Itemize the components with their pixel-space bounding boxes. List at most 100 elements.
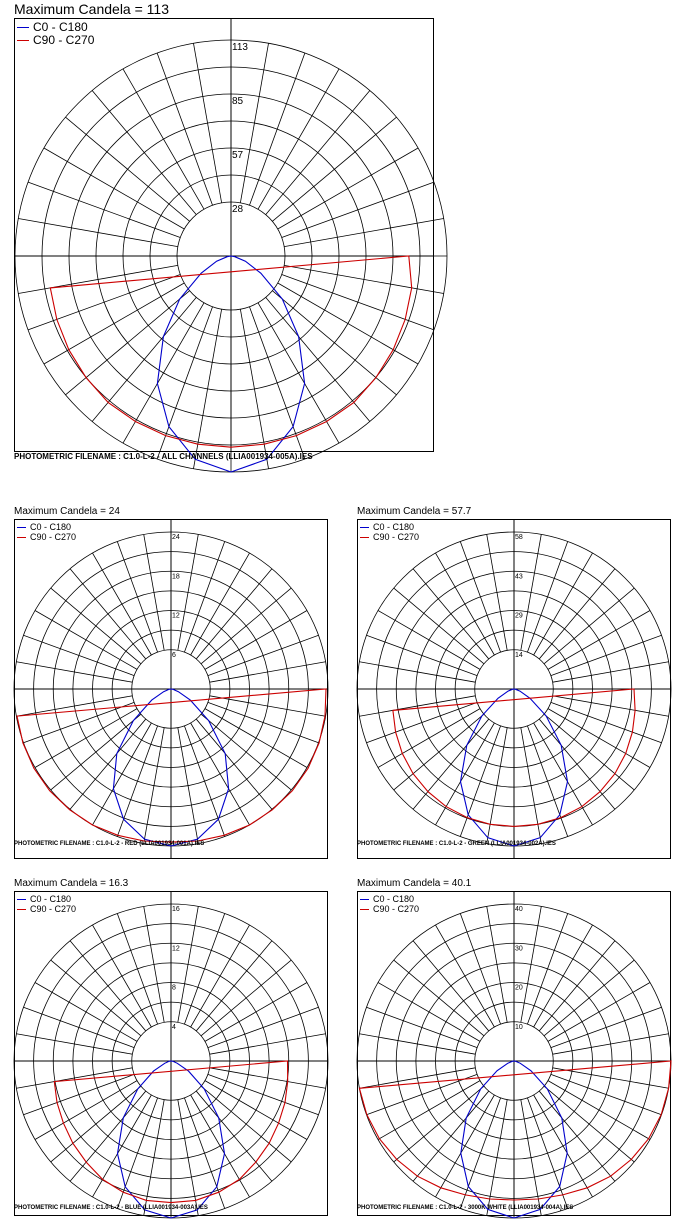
grid-radial-line: [435, 722, 495, 826]
grid-radial-line: [550, 1074, 662, 1116]
tick-label: 28: [232, 204, 244, 215]
grid-radial-line: [543, 959, 635, 1037]
grid-radial-line: [18, 218, 178, 248]
grid-radial-line: [366, 1006, 478, 1048]
legend-swatch-c0: [360, 898, 369, 900]
grid-radial-line: [207, 634, 319, 676]
grid-radial-line: [177, 727, 199, 844]
grid-radial-line: [50, 1085, 142, 1163]
chart-title: Maximum Candela = 40.1: [357, 878, 472, 889]
grid-radial-line: [195, 1090, 273, 1182]
grid-radial-line: [277, 282, 419, 365]
grid-radial-line: [200, 587, 292, 665]
grid-radial-line: [412, 718, 490, 810]
grid-radial-line: [552, 661, 669, 683]
grid-radial-line: [184, 725, 226, 837]
grid-radial-line: [207, 1074, 319, 1116]
series-line-c90-c270: [49, 255, 413, 448]
plot-frame: [14, 18, 434, 452]
grid-radial-line: [249, 306, 306, 460]
grid-radial-line: [366, 1074, 478, 1116]
grid-radial-line: [538, 940, 616, 1032]
grid-radial-line: [156, 306, 213, 460]
plot-all-channels: Maximum Candela = 113 113 85 57 28 C0 - C18…: [14, 2, 448, 473]
grid-radial-line: [91, 297, 197, 422]
grid-radial-line: [156, 52, 213, 206]
grid-radial-line: [459, 913, 501, 1025]
grid-radial-line: [527, 1097, 569, 1209]
plot-blue: Maximum Candela = 16.3 16 12 8 4 C0 - C180 …: [13, 878, 329, 1219]
series-line-c90-c270: [358, 1060, 672, 1201]
legend-swatch-c0: [360, 526, 369, 528]
grid-radial-line: [538, 718, 616, 810]
grid-radial-line: [284, 264, 444, 294]
grid-radial-line: [538, 568, 616, 660]
grid-radial-line: [50, 713, 142, 791]
grid-radial-line: [195, 940, 273, 1032]
grid-radial-line: [195, 568, 273, 660]
tick-label: 43: [515, 573, 523, 580]
grid-radial-line: [284, 218, 444, 248]
legend-label-c90: C90 - C270: [373, 532, 420, 542]
photometric-filename: PHOTOMETRIC FILENAME : C1.0-L-2 - GREEN …: [357, 841, 556, 847]
legend: C0 - C180 C90 - C270: [17, 522, 76, 542]
legend-item-c0: C0 - C180: [360, 894, 419, 904]
grid-radial-line: [547, 708, 651, 768]
grid-radial-line: [550, 1006, 662, 1048]
legend-swatch-c90: [17, 40, 29, 41]
grid-radial-line: [359, 1033, 476, 1055]
grid-radial-line: [122, 68, 205, 210]
photometric-filename: PHOTOMETRIC FILENAME : C1.0-L-2 - 3000K …: [357, 1205, 574, 1211]
legend-label-c0: C0 - C180: [373, 894, 415, 904]
grid-radial-line: [116, 541, 158, 653]
chart-title: Maximum Candela = 16.3: [14, 878, 129, 889]
grid-radial-line: [533, 924, 593, 1028]
grid-radial-line: [23, 1006, 135, 1048]
legend-swatch-c0: [17, 898, 26, 900]
grid-radial-line: [520, 906, 542, 1023]
grid-radial-line: [34, 708, 138, 768]
grid-radial-line: [23, 702, 135, 744]
grid-radial-line: [265, 90, 371, 215]
grid-radial-line: [486, 906, 508, 1023]
series-line-c90-c270: [53, 1060, 289, 1204]
grid-radial-line: [116, 725, 158, 837]
grid-radial-line: [257, 302, 340, 444]
grid-radial-line: [184, 541, 226, 653]
legend-swatch-c0: [17, 27, 29, 28]
grid-radial-line: [204, 610, 308, 670]
grid-radial-line: [23, 1074, 135, 1116]
grid-radial-line: [412, 568, 490, 660]
grid-radial-line: [543, 713, 635, 791]
grid-radial-line: [552, 1033, 669, 1055]
grid-radial-line: [184, 913, 226, 1025]
grid-radial-line: [65, 116, 190, 222]
grid-radial-line: [204, 1080, 308, 1140]
series-line-c0-c180: [112, 688, 230, 847]
grid-radial-line: [550, 702, 662, 744]
grid-radial-line: [550, 634, 662, 676]
grid-radial-line: [18, 264, 178, 294]
polar-plot: 58 43 29 14: [356, 519, 672, 859]
plot-3000k-white: Maximum Candela = 40.1 40 30 20 10 C0 - C18…: [356, 878, 672, 1219]
grid-radial-line: [239, 309, 269, 469]
grid-radial-line: [543, 1085, 635, 1163]
legend: C0 - C180 C90 - C270: [17, 21, 94, 47]
tick-label: 6: [172, 652, 176, 659]
grid-radial-line: [69, 718, 147, 810]
tick-label: 24: [172, 534, 180, 541]
tick-label: 18: [172, 573, 180, 580]
grid-radial-line: [143, 534, 165, 651]
tick-label: 14: [515, 652, 523, 659]
legend-swatch-c90: [360, 908, 369, 910]
photometric-filename: PHOTOMETRIC FILENAME : C1.0-L-2 - ALL CH…: [14, 452, 313, 461]
grid-radial-line: [527, 913, 569, 1025]
grid-radial-line: [527, 725, 569, 837]
legend-label-c90: C90 - C270: [30, 904, 77, 914]
grid-radial-line: [69, 568, 147, 660]
legend-item-c90: C90 - C270: [360, 904, 419, 914]
tick-label: 58: [515, 534, 523, 541]
grid-radial-line: [116, 1097, 158, 1209]
tick-label: 4: [172, 1024, 176, 1031]
tick-label: 12: [172, 613, 180, 620]
